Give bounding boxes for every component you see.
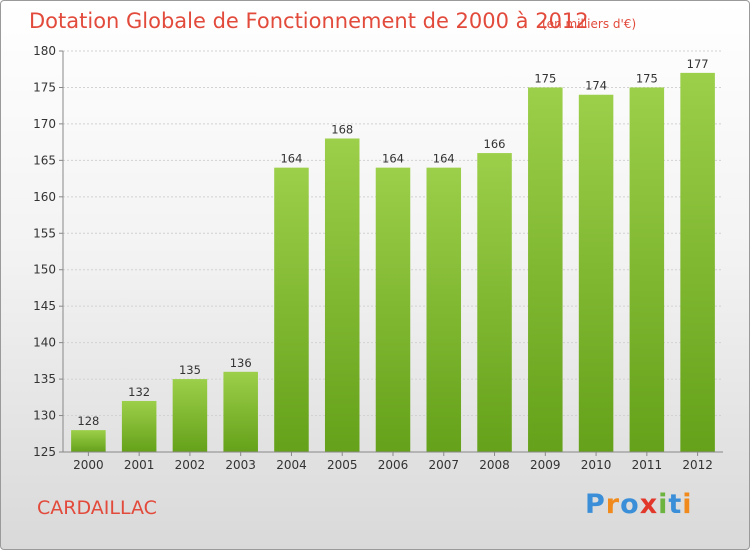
- logo-letter: P: [585, 489, 606, 520]
- y-tick-label: 145: [33, 299, 56, 313]
- bar-2003: [223, 371, 258, 452]
- logo-letter: r: [605, 489, 621, 520]
- x-tick-label: 2006: [378, 458, 409, 472]
- bar-2008: [477, 153, 512, 452]
- bar-2011: [629, 87, 665, 453]
- x-tick-label: 2007: [428, 458, 459, 472]
- x-tick-label: 2010: [581, 458, 612, 472]
- bar-2002: [172, 379, 208, 452]
- bar-2001: [121, 400, 157, 452]
- y-tick-label: 150: [33, 263, 56, 277]
- x-tick-label: 2002: [175, 458, 206, 472]
- bar-value-label: 136: [230, 356, 252, 370]
- x-tick-label: 2000: [73, 458, 104, 472]
- chart-subtitle: (en milliers d'€): [542, 17, 637, 31]
- y-tick-label: 160: [33, 190, 56, 204]
- proxiti-logo[interactable]: Proxiti: [585, 489, 693, 520]
- bar-2007: [426, 167, 462, 452]
- y-tick-label: 135: [33, 372, 56, 386]
- y-tick-label: 140: [33, 336, 56, 350]
- bar-value-label: 128: [77, 414, 99, 428]
- bar-value-label: 164: [382, 152, 404, 166]
- logo-letter: i: [658, 489, 669, 520]
- chart-title: Dotation Globale de Fonctionnement de 20…: [29, 9, 589, 33]
- x-tick-label: 2009: [530, 458, 561, 472]
- x-tick-label: 2005: [327, 458, 358, 472]
- logo-letter: x: [639, 489, 659, 520]
- y-tick-label: 125: [33, 445, 56, 459]
- bar-value-label: 166: [484, 137, 506, 151]
- bar-2010: [578, 94, 614, 452]
- commune-name: CARDAILLAC: [37, 497, 157, 519]
- x-tick-label: 2001: [124, 458, 155, 472]
- logo-letter: o: [620, 489, 640, 520]
- bar-2012: [680, 72, 715, 452]
- bar-value-label: 164: [433, 152, 455, 166]
- x-tick-label: 2003: [225, 458, 256, 472]
- bar-value-label: 164: [280, 152, 302, 166]
- y-tick-label: 130: [33, 409, 56, 423]
- bar-value-label: 132: [128, 385, 150, 399]
- y-tick-label: 170: [33, 117, 56, 131]
- y-tick-label: 180: [33, 44, 56, 58]
- bar-value-label: 175: [534, 71, 556, 85]
- bar-value-label: 174: [585, 79, 607, 93]
- bar-value-label: 175: [636, 71, 658, 85]
- y-tick-label: 165: [33, 153, 56, 167]
- bar-value-label: 135: [179, 363, 201, 377]
- x-tick-label: 2004: [276, 458, 307, 472]
- x-tick-label: 2008: [479, 458, 510, 472]
- bar-value-label: 168: [331, 122, 353, 136]
- bar-2005: [324, 138, 360, 452]
- bar-2006: [375, 167, 411, 452]
- logo-letter: i: [682, 489, 693, 520]
- bar-value-label: 177: [687, 57, 709, 71]
- logo-letter: t: [668, 489, 683, 520]
- x-tick-label: 2011: [632, 458, 663, 472]
- bar-2004: [274, 167, 309, 452]
- bar-2000: [71, 430, 106, 452]
- bar-2009: [528, 87, 563, 453]
- y-tick-label: 175: [33, 80, 56, 94]
- x-tick-label: 2012: [682, 458, 713, 472]
- y-tick-label: 155: [33, 226, 56, 240]
